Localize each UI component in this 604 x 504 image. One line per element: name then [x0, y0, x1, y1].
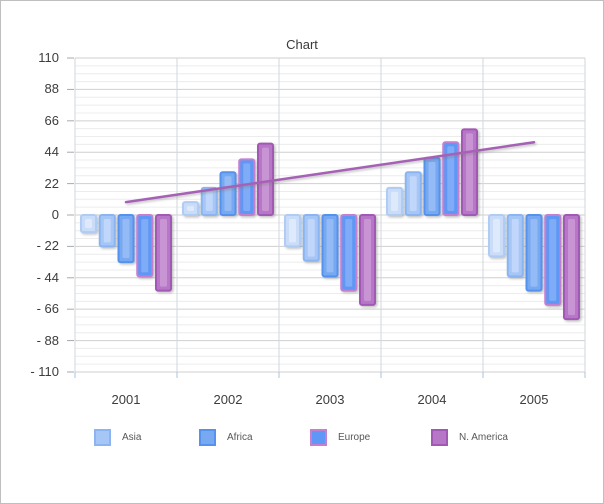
bar-highlight — [205, 191, 213, 211]
legend-item-asia[interactable]: Asia — [94, 429, 141, 446]
y-axis-label: - 88 — [36, 332, 59, 348]
bar-highlight — [493, 219, 500, 253]
bar-highlight — [364, 219, 371, 301]
bar-highlight — [122, 219, 130, 259]
bar-highlight — [391, 191, 398, 211]
x-axis-label: 2002 — [213, 392, 243, 407]
bar-highlight — [568, 219, 575, 316]
bar-highlight — [141, 219, 149, 273]
x-axis-label: 2001 — [111, 392, 141, 407]
bar-highlight — [187, 206, 194, 211]
bar-highlight — [530, 219, 538, 287]
y-axis-label: 44 — [44, 144, 59, 160]
y-axis-label: 110 — [38, 50, 59, 66]
bar-highlight — [103, 219, 111, 243]
x-axis-label: 2003 — [315, 392, 345, 407]
y-axis-label: - 22 — [36, 238, 59, 254]
bar-highlight — [409, 176, 417, 211]
legend-label: Asia — [122, 432, 142, 443]
bar-highlight — [326, 219, 334, 273]
bar-highlight — [262, 147, 269, 211]
y-axis-label: - 44 — [36, 269, 59, 285]
bar-highlight — [160, 219, 167, 287]
bar-highlight — [243, 163, 251, 211]
trend-line[interactable] — [124, 140, 536, 204]
bar-highlight — [466, 133, 473, 211]
y-axis-label: 0 — [51, 207, 59, 222]
y-axis-label: - 66 — [36, 301, 59, 317]
legend-swatch-icon — [310, 429, 327, 446]
legend-label: N. America — [459, 432, 508, 443]
bar-highlight — [345, 219, 353, 287]
x-axis-label: 2004 — [417, 392, 447, 407]
legend-swatch-icon — [94, 429, 111, 446]
legend-item-europe[interactable]: Europe — [310, 429, 370, 446]
bar-highlight — [289, 219, 296, 243]
bar-highlight — [511, 219, 519, 273]
y-axis-label: 22 — [44, 175, 59, 191]
bar-highlight — [224, 176, 232, 211]
bar-highlight — [549, 219, 557, 301]
y-axis-label: - 110 — [30, 363, 59, 379]
y-axis-label: 66 — [44, 112, 59, 128]
legend-item-n-america[interactable]: N. America — [431, 429, 508, 446]
legend-label: Europe — [338, 432, 371, 443]
bar-highlight — [85, 219, 92, 229]
bar-highlight — [447, 146, 455, 211]
legend-swatch-icon — [431, 429, 448, 446]
y-axis-label: 88 — [44, 81, 59, 97]
chart-title: Chart — [286, 37, 318, 52]
x-axis-label: 2005 — [519, 392, 549, 407]
bar-highlight — [428, 161, 436, 211]
legend-item-africa[interactable]: Africa — [199, 429, 253, 446]
legend-label: Africa — [227, 432, 253, 443]
legend-swatch-icon — [199, 429, 216, 446]
bar-highlight — [307, 219, 315, 257]
